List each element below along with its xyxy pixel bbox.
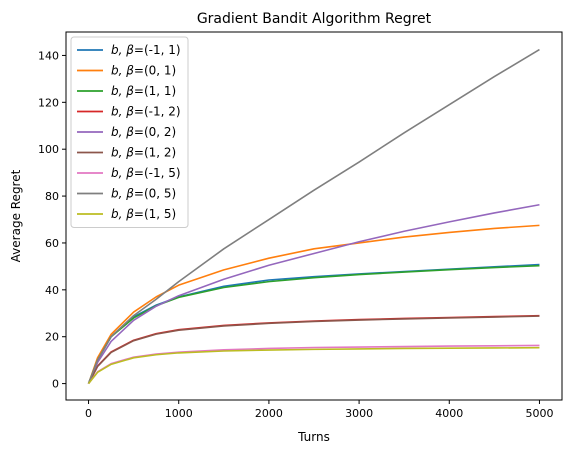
legend-entry-symbol: b, β bbox=[111, 207, 134, 221]
legend-entry-value: =(0, 2) bbox=[134, 125, 176, 139]
x-axis: 0 1000 2000 3000 4000 5000 bbox=[85, 400, 553, 420]
y-tick-label: 120 bbox=[38, 96, 59, 109]
x-tick-label: 3000 bbox=[345, 407, 373, 420]
legend-entry-value: =(-1, 2) bbox=[134, 105, 181, 119]
series-line bbox=[87, 48, 540, 384]
legend-entry-symbol: b, β bbox=[111, 43, 134, 57]
legend-entry-value: =(0, 1) bbox=[134, 64, 176, 78]
series-line bbox=[87, 346, 540, 385]
x-tick-label: 5000 bbox=[525, 407, 553, 420]
legend-entry-symbol: b, β bbox=[111, 187, 134, 201]
y-axis-label: Average Regret bbox=[9, 169, 23, 262]
legend-entry-symbol: b, β bbox=[111, 64, 134, 78]
y-tick-label: 0 bbox=[52, 378, 59, 391]
chart-title: Gradient Bandit Algorithm Regret bbox=[197, 11, 432, 27]
x-tick-label: 0 bbox=[85, 407, 92, 420]
legend-entry: b, β=(0, 2) bbox=[111, 125, 176, 139]
series-line bbox=[87, 224, 540, 384]
series-line bbox=[87, 264, 540, 384]
y-tick-label: 80 bbox=[45, 190, 59, 203]
y-axis: 0 20 40 60 80 100 120 140 bbox=[38, 49, 66, 391]
legend-entry: b, β=(0, 5) bbox=[111, 187, 176, 201]
x-tick-label: 2000 bbox=[255, 407, 283, 420]
legend-entry: b, β=(1, 2) bbox=[111, 146, 176, 160]
legend-box bbox=[70, 36, 189, 228]
y-tick-label: 60 bbox=[45, 237, 59, 250]
legend-entry: b, β=(-1, 2) bbox=[111, 105, 181, 119]
legend-entry-value: =(1, 5) bbox=[134, 207, 176, 221]
y-tick-label: 100 bbox=[38, 143, 59, 156]
series-line bbox=[87, 263, 540, 384]
x-tick-label: 1000 bbox=[165, 407, 193, 420]
plot-area bbox=[87, 48, 540, 385]
x-tick-label: 4000 bbox=[435, 407, 463, 420]
axes-frame bbox=[65, 31, 563, 401]
legend-entry-symbol: b, β bbox=[111, 146, 134, 160]
legend-entry-value: =(-1, 5) bbox=[134, 166, 181, 180]
series-line bbox=[87, 344, 540, 385]
legend-entry-value: =(0, 5) bbox=[134, 187, 176, 201]
legend-entry-symbol: b, β bbox=[111, 84, 134, 98]
legend-entry: b, β=(1, 5) bbox=[111, 207, 176, 221]
y-tick-label: 140 bbox=[38, 49, 59, 62]
legend-entry: b, β=(-1, 5) bbox=[111, 166, 181, 180]
legend-entry-symbol: b, β bbox=[111, 166, 134, 180]
series-line bbox=[87, 203, 540, 384]
y-tick-label: 20 bbox=[45, 331, 59, 344]
legend-entry-value: =(1, 2) bbox=[134, 146, 176, 160]
legend-entry: b, β=(1, 1) bbox=[111, 84, 176, 98]
legend-entry: b, β=(-1, 1) bbox=[111, 43, 181, 57]
legend-entry-symbol: b, β bbox=[111, 105, 134, 119]
legend-entry: b, β=(0, 1) bbox=[111, 64, 176, 78]
legend-entry-symbol: b, β bbox=[111, 125, 134, 139]
y-tick-label: 40 bbox=[45, 284, 59, 297]
series-line bbox=[87, 315, 540, 384]
x-axis-label: Turns bbox=[297, 430, 330, 444]
legend-entry-value: =(1, 1) bbox=[134, 84, 176, 98]
legend: b, β=(-1, 1)b, β=(0, 1)b, β=(1, 1)b, β=(… bbox=[70, 36, 189, 228]
legend-entry-value: =(-1, 1) bbox=[134, 43, 181, 57]
